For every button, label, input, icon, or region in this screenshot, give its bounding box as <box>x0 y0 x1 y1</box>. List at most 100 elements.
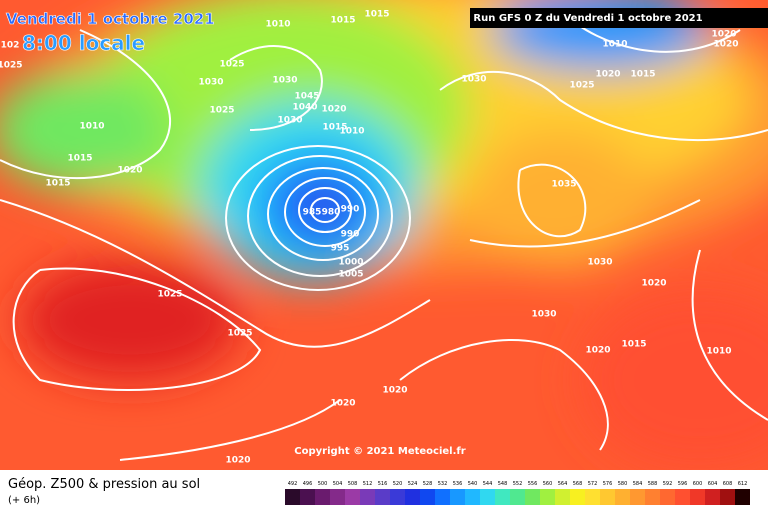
legend-tick: 536 <box>453 481 463 487</box>
legend-swatch <box>465 489 480 505</box>
isobar-label: 1030 <box>272 76 297 86</box>
legend-tick: 524 <box>408 481 418 487</box>
legend-swatch <box>630 489 645 505</box>
isobar-label: 1025 <box>227 329 252 339</box>
isobar-label: 1030 <box>587 258 612 268</box>
time: 8:00 locale <box>22 31 145 55</box>
isobar-label: 990 <box>341 205 360 215</box>
legend-tick: 596 <box>678 481 688 487</box>
legend-swatch <box>420 489 435 505</box>
title: Vendredi 1 octobre 2021 <box>6 10 215 28</box>
isobar-label: 1020 <box>321 105 346 115</box>
legend-swatch <box>735 489 750 505</box>
isobar-label: 1025 <box>209 106 234 116</box>
legend-swatch <box>390 489 405 505</box>
isobar-label: 1010 <box>265 20 290 30</box>
isobar-label: 1010 <box>706 347 731 357</box>
legend-tick: 508 <box>348 481 358 487</box>
isobar-label: 1015 <box>630 70 655 80</box>
legend-swatch <box>540 489 555 505</box>
isobar-label: 1015 <box>364 10 389 20</box>
isobar-label: 1020 <box>117 166 142 176</box>
legend-tick: 552 <box>513 481 523 487</box>
isobar-label: 1020 <box>641 279 666 289</box>
legend-tick: 600 <box>693 481 703 487</box>
legend-tick: 584 <box>633 481 643 487</box>
legend: 492 496 500 504 508 512 516 520 524 528 532 536 540 5… <box>285 481 750 505</box>
isobar-label: 1015 <box>621 340 646 350</box>
legend-tick: 512 <box>363 481 373 487</box>
legend-tick: 612 <box>738 481 748 487</box>
isobar-label: 1035 <box>551 180 576 190</box>
isobar-label: 1030 <box>461 75 486 85</box>
isobar-label: 1010 <box>79 122 104 132</box>
legend-swatch <box>615 489 630 505</box>
isobar-label: 1030 <box>277 116 302 126</box>
legend-tick: 516 <box>378 481 388 487</box>
isobar-label: 1025 <box>569 81 594 91</box>
isobar-label: 1015 <box>67 154 92 164</box>
isobar-label: 990 <box>341 230 360 240</box>
legend-swatch <box>510 489 525 505</box>
legend-tick: 528 <box>423 481 433 487</box>
legend-swatch <box>480 489 495 505</box>
isobar-label: 1020 <box>595 70 620 80</box>
legend-tick: 568 <box>573 481 583 487</box>
isobar-label: 1000 <box>338 258 363 268</box>
isobar-label: 1040 <box>292 103 317 113</box>
isobar-label: 1020 <box>330 399 355 409</box>
isobar-label: 1020 <box>585 346 610 356</box>
legend-swatch <box>720 489 735 505</box>
legend-tick: 576 <box>603 481 613 487</box>
legend-swatch <box>300 489 315 505</box>
isobar-label: 1005 <box>338 270 363 280</box>
legend-tick: 592 <box>663 481 673 487</box>
isobar-label: 102 <box>1 41 20 51</box>
isobar-label: 1015 <box>45 179 70 189</box>
legend-swatch <box>405 489 420 505</box>
legend-tick: 556 <box>528 481 538 487</box>
legend-tick: 540 <box>468 481 478 487</box>
footer-subtitle: (+ 6h) <box>8 495 40 506</box>
legend-tick: 564 <box>558 481 568 487</box>
legend-swatch <box>345 489 360 505</box>
legend-tick: 572 <box>588 481 598 487</box>
isobar-label: 1020 <box>382 386 407 396</box>
isobar-label: 1025 <box>157 290 182 300</box>
isobars <box>0 9 768 461</box>
legend-tick: 544 <box>483 481 493 487</box>
legend-swatch <box>375 489 390 505</box>
legend-swatch <box>570 489 585 505</box>
isobar-label: 1025 <box>0 61 23 71</box>
footer-title: Géop. Z500 & pression au sol <box>8 477 200 492</box>
run-label: Run GFS 0 Z du Vendredi 1 octobre 2021 <box>473 13 702 24</box>
isobar-label: 1015 <box>330 16 355 26</box>
legend-tick: 560 <box>543 481 553 487</box>
legend-swatch <box>675 489 690 505</box>
isobar-label: 1010 <box>339 127 364 137</box>
legend-swatch <box>645 489 660 505</box>
legend-swatch <box>660 489 675 505</box>
legend-swatch <box>360 489 375 505</box>
legend-swatch <box>585 489 600 505</box>
legend-tick: 504 <box>333 481 343 487</box>
isobar-label: 1030 <box>198 78 223 88</box>
legend-tick: 496 <box>303 481 313 487</box>
isobar-label: 1020 <box>711 30 736 40</box>
legend-tick: 604 <box>708 481 718 487</box>
isobar-label: 1020 <box>713 40 738 50</box>
isobar-label: 995 <box>331 244 350 254</box>
legend-swatch <box>435 489 450 505</box>
legend-tick: 500 <box>318 481 328 487</box>
isobar-label: 1045 <box>294 92 319 102</box>
legend-tick: 520 <box>393 481 403 487</box>
isobar-label: 1020 <box>225 456 250 466</box>
legend-swatch <box>450 489 465 505</box>
legend-swatch <box>705 489 720 505</box>
isobar-label: 985 <box>303 208 322 218</box>
legend-swatch <box>555 489 570 505</box>
isobar-labels: 1025102510201020102010151015102010101025… <box>0 10 739 466</box>
legend-tick: 608 <box>723 481 733 487</box>
legend-swatch <box>525 489 540 505</box>
